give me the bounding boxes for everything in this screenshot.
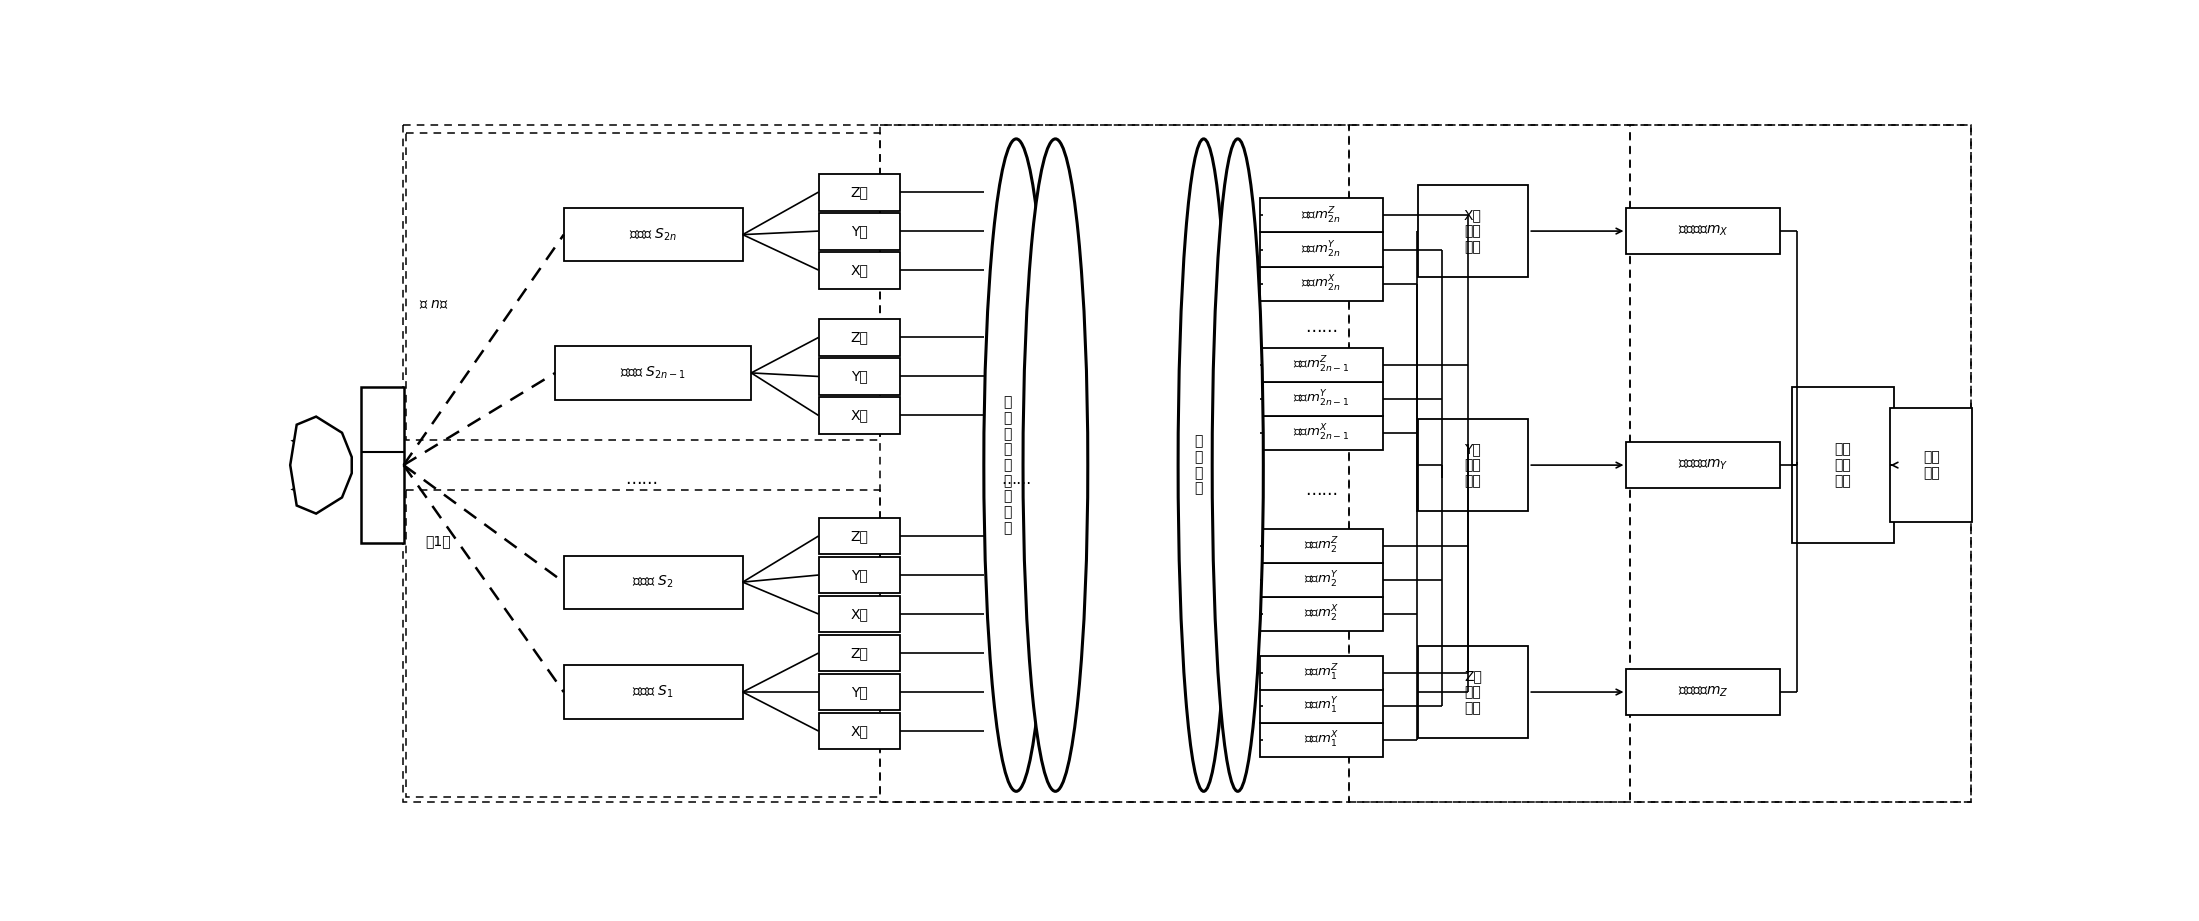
Text: ……: …… (1304, 481, 1337, 499)
Bar (407, 490, 880, 797)
Text: Y轴: Y轴 (851, 224, 869, 239)
Text: 传感器 $S_{2n-1}$: 传感器 $S_{2n-1}$ (620, 365, 686, 381)
Ellipse shape (1179, 139, 1229, 791)
Bar (818, 673, 899, 710)
Bar (1627, 208, 1779, 254)
Text: 结果$m_2^Z$: 结果$m_2^Z$ (1304, 536, 1339, 556)
Text: 传感器 $S_{2n}$: 传感器 $S_{2n}$ (629, 227, 677, 243)
Text: Y轴: Y轴 (851, 685, 869, 699)
Text: Z轴: Z轴 (851, 185, 869, 199)
Polygon shape (341, 466, 352, 478)
Text: 融合结果$m_X$: 融合结果$m_X$ (1678, 224, 1728, 239)
Text: 模
式
识
别: 模 式 识 别 (1194, 435, 1203, 495)
Bar (1260, 597, 1383, 631)
Text: 时
域
及
频
域
特
征
提
取: 时 域 及 频 域 特 征 提 取 (1003, 395, 1012, 535)
Text: 融合结果$m_Z$: 融合结果$m_Z$ (1678, 685, 1728, 699)
Text: X轴: X轴 (851, 724, 869, 738)
Text: 结果$m_2^Y$: 结果$m_2^Y$ (1304, 570, 1339, 590)
Bar (563, 666, 743, 718)
Bar (563, 555, 743, 609)
Text: 结果$m_1^Y$: 结果$m_1^Y$ (1304, 696, 1339, 717)
Bar (1260, 656, 1383, 690)
Bar (563, 208, 743, 262)
Text: Y轴: Y轴 (851, 369, 869, 383)
Bar (1260, 232, 1383, 266)
Polygon shape (292, 436, 343, 461)
Bar (554, 346, 752, 400)
Bar (1891, 408, 1973, 522)
Bar (880, 124, 1348, 802)
Bar (818, 397, 899, 434)
Ellipse shape (983, 139, 1049, 791)
Text: Z轴: Z轴 (851, 529, 869, 543)
Bar (1348, 124, 1629, 802)
Text: 结果$m_{2n}^Z$: 结果$m_{2n}^Z$ (1302, 205, 1341, 226)
Ellipse shape (1023, 139, 1089, 791)
Bar (1260, 723, 1383, 757)
Text: ……: …… (1304, 318, 1337, 336)
Bar (1629, 124, 1970, 802)
Text: 传感器 $S_1$: 传感器 $S_1$ (633, 683, 675, 700)
Bar (361, 387, 405, 543)
Bar (1260, 348, 1383, 382)
Text: 传感器 $S_2$: 传感器 $S_2$ (633, 574, 673, 590)
Text: Y轴
证据
融合: Y轴 证据 融合 (1465, 442, 1482, 488)
Text: 结果$m_{2n-1}^Y$: 结果$m_{2n-1}^Y$ (1293, 389, 1350, 409)
Bar (818, 596, 899, 633)
Text: 结果$m_{2n}^Y$: 结果$m_{2n}^Y$ (1302, 239, 1341, 260)
Text: 三轴
数据
融合: 三轴 数据 融合 (1834, 442, 1852, 488)
Bar (1627, 442, 1779, 488)
Bar (1260, 382, 1383, 416)
Bar (1418, 185, 1528, 277)
Text: 融合结果$m_Y$: 融合结果$m_Y$ (1678, 458, 1728, 472)
Bar (1260, 529, 1383, 563)
Bar (1260, 689, 1383, 723)
Bar (818, 635, 899, 671)
Bar (818, 713, 899, 750)
Text: Z轴: Z轴 (851, 646, 869, 660)
Bar (1792, 387, 1893, 543)
Text: Z轴
证据
融合: Z轴 证据 融合 (1465, 669, 1482, 716)
Bar (818, 213, 899, 250)
Ellipse shape (1212, 139, 1262, 791)
Text: Y轴: Y轴 (851, 568, 869, 582)
Bar (818, 518, 899, 554)
Text: 结果$m_2^X$: 结果$m_2^X$ (1304, 604, 1339, 624)
Text: 第 $n$组: 第 $n$组 (418, 297, 449, 311)
Bar (818, 319, 899, 356)
Text: X轴: X轴 (851, 263, 869, 277)
Bar (818, 556, 899, 593)
Text: ……: …… (625, 471, 658, 488)
Bar (1260, 563, 1383, 597)
Bar (1260, 198, 1383, 232)
Text: 最终
决策: 最终 决策 (1922, 450, 1940, 480)
Text: 结果$m_1^X$: 结果$m_1^X$ (1304, 730, 1339, 751)
Polygon shape (290, 416, 352, 514)
Text: ……: …… (1001, 472, 1031, 487)
Bar (818, 358, 899, 395)
Bar (1260, 266, 1383, 300)
Text: X轴
证据
融合: X轴 证据 融合 (1465, 208, 1482, 254)
Bar (1627, 669, 1779, 715)
Bar (818, 251, 899, 288)
Bar (818, 174, 899, 211)
Bar (1418, 646, 1528, 738)
Text: X轴: X轴 (851, 607, 869, 621)
Bar (1418, 419, 1528, 511)
Bar (407, 134, 880, 440)
Text: 第1组: 第1组 (427, 535, 451, 549)
Polygon shape (292, 469, 343, 495)
Text: Z轴: Z轴 (851, 331, 869, 344)
Text: 结果$m_{2n-1}^X$: 结果$m_{2n-1}^X$ (1293, 423, 1350, 443)
Polygon shape (341, 452, 352, 464)
Bar (1260, 416, 1383, 450)
Text: 结果$m_1^Z$: 结果$m_1^Z$ (1304, 663, 1339, 683)
Text: X轴: X轴 (851, 408, 869, 423)
Text: 结果$m_{2n-1}^Z$: 结果$m_{2n-1}^Z$ (1293, 356, 1350, 375)
Text: 结果$m_{2n}^X$: 结果$m_{2n}^X$ (1302, 274, 1341, 294)
